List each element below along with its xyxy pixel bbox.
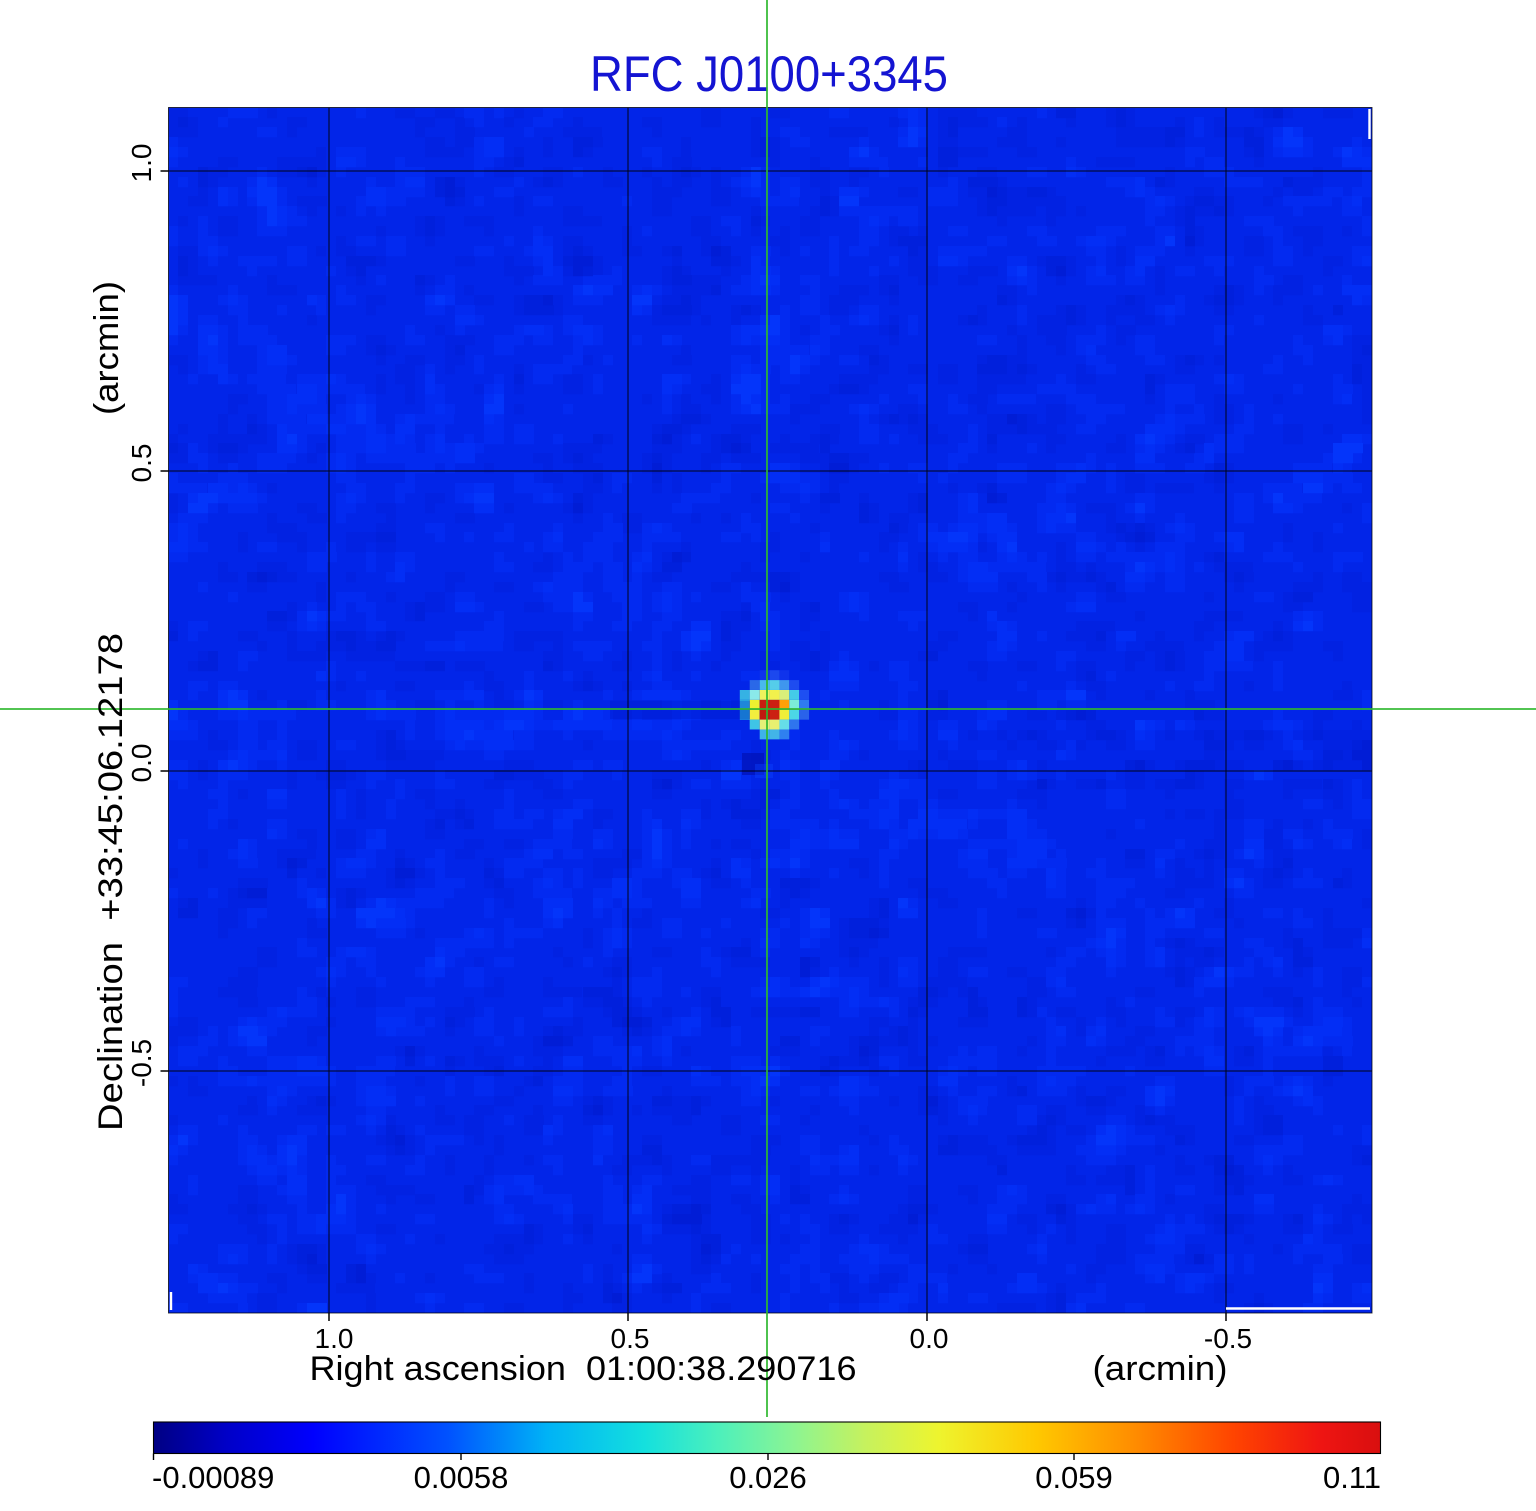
svg-text:Declination +33:45:06.12178: Declination +33:45:06.12178 bbox=[92, 633, 130, 1131]
svg-text:0.5: 0.5 bbox=[126, 444, 157, 483]
svg-text:-0.5: -0.5 bbox=[1204, 1323, 1252, 1354]
svg-text:0.5: 0.5 bbox=[611, 1323, 650, 1354]
svg-text:-0.00089: -0.00089 bbox=[152, 1460, 274, 1495]
svg-text:-0.5: -0.5 bbox=[126, 1039, 157, 1087]
svg-text:(arcmin): (arcmin) bbox=[88, 281, 126, 415]
svg-text:Right ascension 01:00:38.2907: Right ascension 01:00:38.290716 bbox=[310, 1350, 857, 1388]
svg-text:0.11: 0.11 bbox=[1323, 1460, 1381, 1495]
svg-text:0.059: 0.059 bbox=[1035, 1460, 1113, 1495]
svg-text:0.0: 0.0 bbox=[910, 1323, 949, 1354]
svg-text:0.0: 0.0 bbox=[126, 744, 157, 783]
svg-text:0.026: 0.026 bbox=[729, 1460, 807, 1495]
svg-text:1.0: 1.0 bbox=[126, 144, 157, 183]
svg-text:(arcmin): (arcmin) bbox=[1093, 1350, 1228, 1388]
svg-text:0.0058: 0.0058 bbox=[414, 1460, 509, 1495]
svg-text:1.0: 1.0 bbox=[315, 1323, 354, 1354]
svg-text:RFC J0100+3345: RFC J0100+3345 bbox=[590, 46, 948, 102]
